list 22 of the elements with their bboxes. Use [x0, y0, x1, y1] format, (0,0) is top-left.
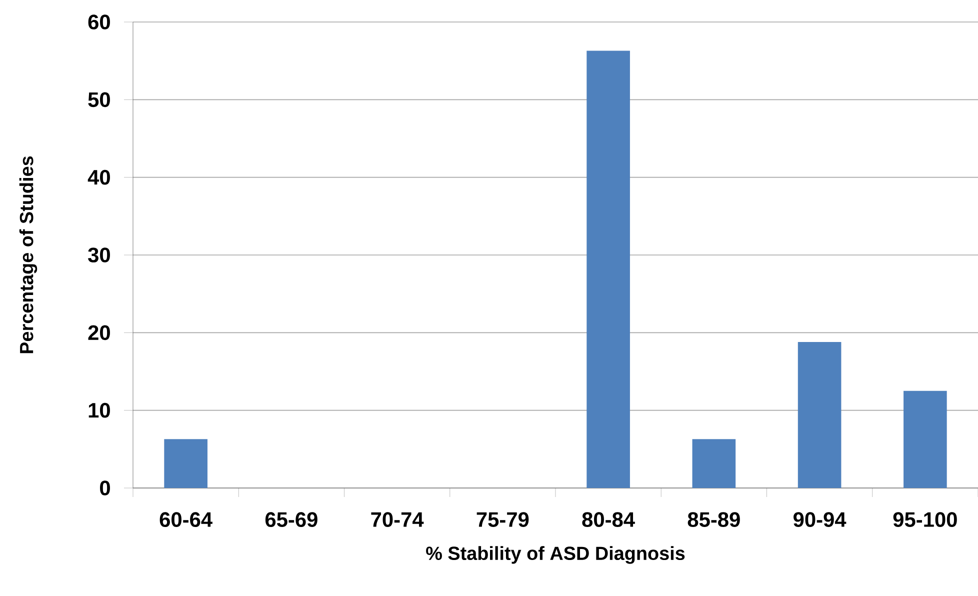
y-tick-label: 60: [88, 14, 110, 30]
y-axis-title: Percentage of Studies: [19, 156, 38, 354]
x-tick-label: 70-74: [371, 512, 424, 527]
bar: [904, 390, 947, 488]
y-tick-label: 10: [88, 402, 110, 418]
bar: [586, 50, 630, 488]
bar: [164, 439, 208, 488]
y-tick-label: 40: [88, 170, 110, 185]
x-tick-label: 80-84: [582, 512, 635, 527]
bar: [798, 342, 842, 488]
y-tick-label: 50: [88, 92, 110, 108]
x-tick-label: 65-69: [265, 512, 318, 527]
x-tick-label: 90-94: [794, 512, 846, 527]
x-tick-label: 60-64: [160, 512, 212, 527]
x-axis-title: % Stability of ASD Diagnosis: [426, 546, 685, 564]
x-tick-label: 85-89: [688, 512, 740, 527]
x-tick-label: 75-79: [476, 512, 529, 527]
x-tick-label: 95-100: [893, 512, 957, 527]
y-tick-label: 0: [100, 480, 110, 496]
bar: [692, 439, 736, 488]
y-tick-label: 20: [88, 325, 110, 340]
y-tick-label: 30: [88, 248, 110, 262]
